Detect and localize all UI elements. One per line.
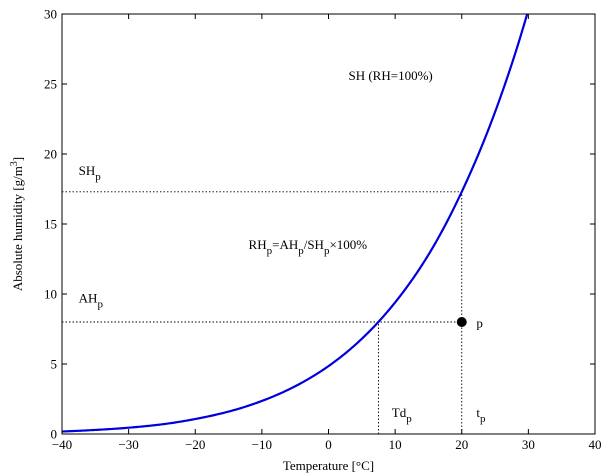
y-tick-label: 10 [44, 287, 57, 302]
sh-curve-label: SH (RH=100%) [348, 68, 432, 83]
t-p-label: tp [476, 405, 486, 425]
annot-text: /SH [304, 237, 324, 252]
reference-lines-group [62, 191, 463, 434]
y-axis-title-sup: 3 [9, 161, 20, 166]
y-tick-label: 0 [51, 427, 58, 442]
x-tick-label: 30 [522, 437, 535, 452]
y-axis-title-close: ] [10, 157, 25, 161]
y-axis-title-main: Absolute humidity [g/m [10, 166, 25, 291]
series-line-sh [61, 13, 529, 433]
y-tick-label: 15 [44, 217, 57, 232]
axes-frame-group [61, 13, 596, 435]
annot-text: Td [392, 405, 407, 420]
sh-p-label: SHp [79, 163, 102, 183]
y-axis-title: Absolute humidity [g/m3] [9, 157, 25, 291]
y-tick-label: 20 [44, 147, 57, 162]
td-p-label: Tdp [392, 405, 412, 425]
x-tick-label: 0 [325, 437, 332, 452]
x-tick-label: −20 [185, 437, 205, 452]
y-tick-label: 25 [44, 77, 57, 92]
annot-text: =AH [272, 237, 298, 252]
y-tick-label: 30 [44, 7, 57, 22]
ah-p-label: AHp [79, 290, 104, 310]
x-axis-title: Temperature [°C] [283, 458, 374, 473]
annot-text: RH [249, 237, 267, 252]
x-tick-label: −30 [118, 437, 138, 452]
annot-text: p [476, 316, 483, 331]
x-tick-label: 10 [389, 437, 402, 452]
x-tick-label: −10 [252, 437, 272, 452]
y-tick-label: 5 [51, 357, 58, 372]
annot-text: t [476, 405, 480, 420]
annot-subscript: p [298, 245, 304, 257]
axes-group: −40 −30 −20 −10 0 10 20 30 40 0 5 10 15 20 25 30 Tempera… [9, 7, 602, 474]
annot-subscript: p [480, 413, 486, 425]
annot-subscript: p [95, 171, 101, 183]
series-group [61, 13, 529, 433]
annot-text: SH [79, 163, 96, 178]
point-p-marker [456, 317, 467, 327]
annot-subscript: p [324, 245, 330, 257]
rh-formula-label: RHp=AHp/SHp×100% [249, 237, 368, 257]
annot-text: AH [79, 290, 98, 305]
x-tick-label: 40 [589, 437, 602, 452]
annot-subscript: p [406, 413, 412, 425]
annot-subscript: p [97, 298, 103, 310]
axes-frame [61, 13, 596, 435]
x-tick-label: 20 [455, 437, 468, 452]
annot-subscript: p [267, 245, 273, 257]
annot-text: SH (RH=100%) [348, 68, 432, 83]
x-tick-label: −40 [52, 437, 72, 452]
annot-text: ×100% [329, 237, 367, 252]
point-p-label: p [476, 316, 483, 331]
